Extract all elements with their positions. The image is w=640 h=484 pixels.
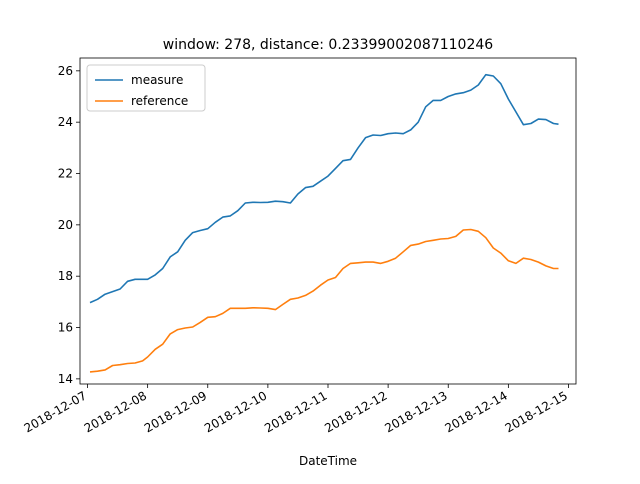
y-tick-label: 24: [58, 115, 73, 129]
x-tick-label: 2018-12-10: [202, 388, 269, 435]
y-tick-label: 20: [58, 218, 73, 232]
x-axis-label: DateTime: [299, 454, 357, 468]
legend-label-reference: reference: [131, 94, 188, 108]
series-line-measure: [89, 73, 559, 304]
y-tick-label: 14: [58, 372, 73, 386]
plot-area: 141618202224262018-12-072018-12-082018-1…: [22, 57, 577, 435]
y-tick-label: 22: [58, 167, 73, 181]
series-line-reference: [89, 228, 559, 373]
y-tick-label: 18: [58, 269, 73, 283]
x-tick-label: 2018-12-13: [382, 388, 449, 435]
y-tick-label: 16: [58, 321, 73, 335]
x-tick-label: 2018-12-12: [322, 388, 389, 435]
x-tick-label: 2018-12-08: [82, 388, 149, 435]
chart-title: window: 278, distance: 0.233990020871102…: [163, 37, 494, 53]
x-tick-label: 2018-12-07: [22, 388, 89, 435]
legend: measure reference: [86, 64, 206, 112]
legend-box: [86, 64, 206, 112]
x-tick-label: 2018-12-14: [442, 388, 509, 435]
x-tick-label: 2018-12-15: [503, 388, 570, 435]
x-tick-label: 2018-12-11: [262, 388, 329, 435]
y-tick-label: 26: [58, 64, 73, 78]
x-tick-label: 2018-12-09: [142, 388, 209, 435]
legend-label-measure: measure: [131, 73, 183, 87]
